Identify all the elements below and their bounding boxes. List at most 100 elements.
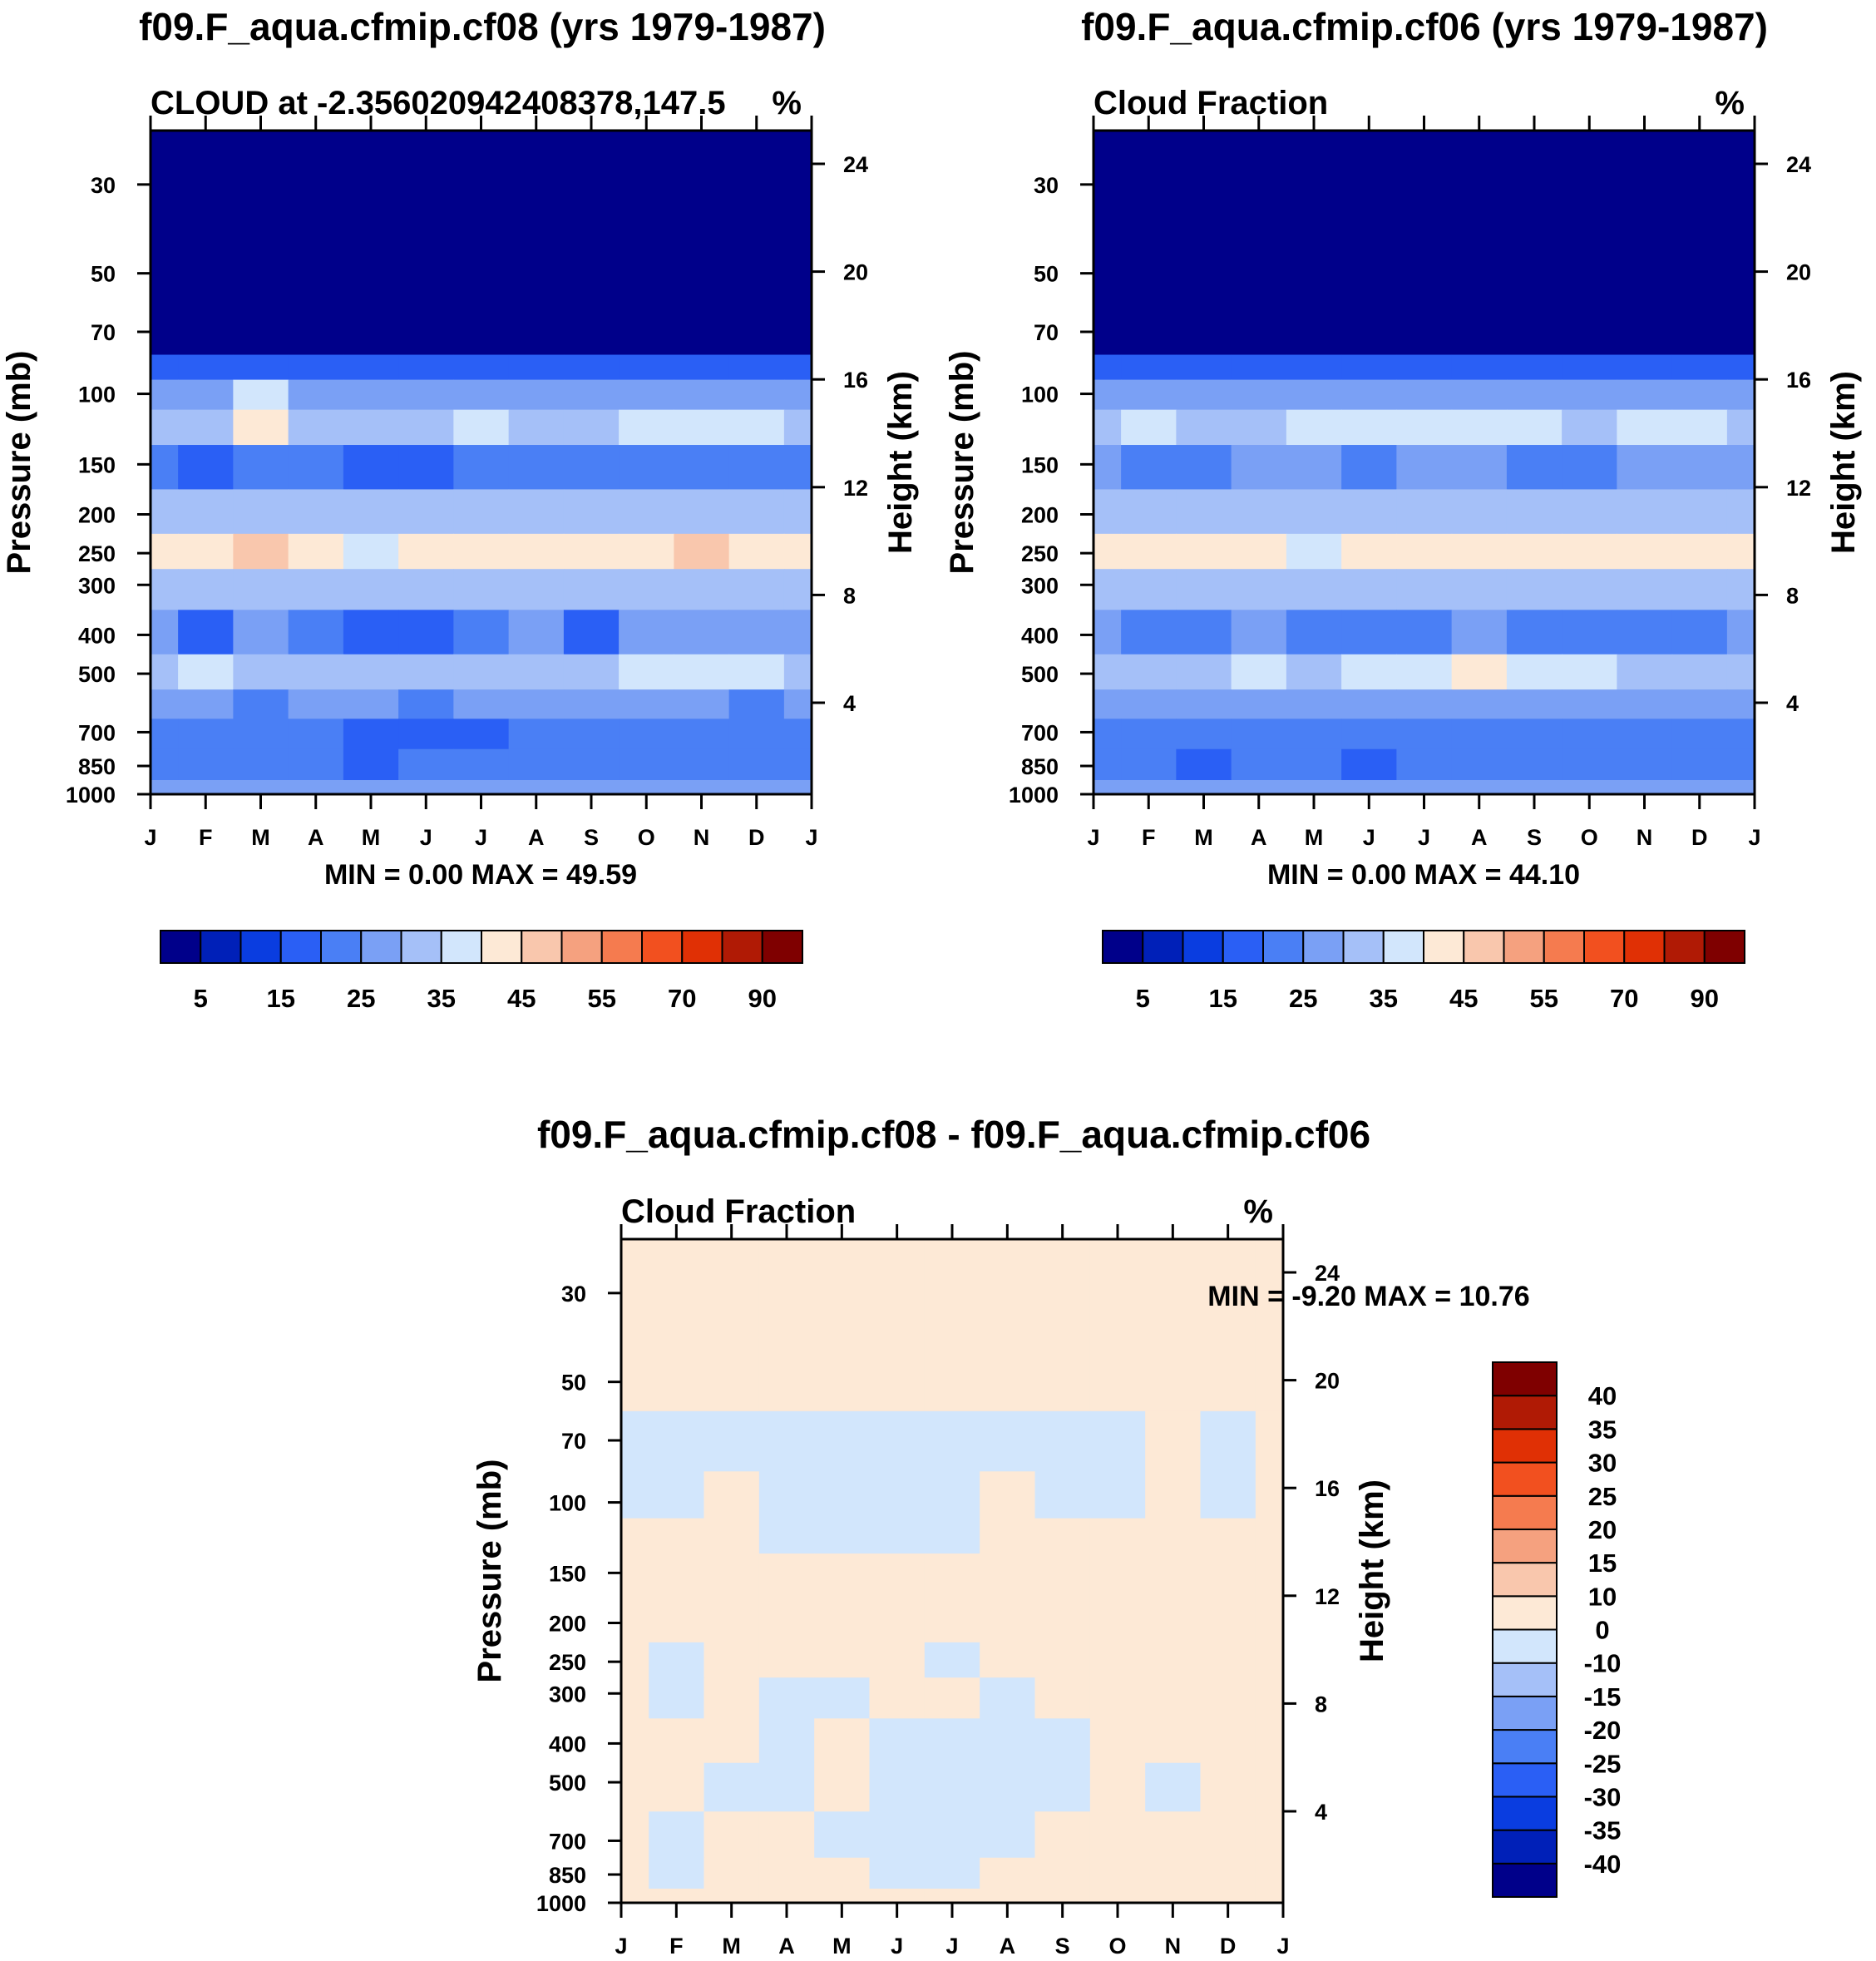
colorbar-label: 35 (1588, 1415, 1617, 1444)
contour-cell (151, 689, 179, 719)
right-tick-label: 12 (1315, 1584, 1340, 1609)
contour-cell (151, 610, 179, 654)
contour-cell (509, 569, 565, 610)
contour-cell (1727, 489, 1755, 534)
contour-cell (1617, 131, 1672, 264)
y-tick-label: 70 (561, 1429, 586, 1454)
contour-cell (289, 534, 344, 570)
contour-cell (1672, 264, 1728, 355)
contour-cell (729, 380, 785, 411)
y-tick-label: 100 (78, 383, 116, 408)
contour-cell (1121, 689, 1177, 719)
contour-cell (870, 1411, 926, 1472)
contour-cell (343, 534, 399, 570)
colorbar-label: 5 (1136, 984, 1150, 1013)
contour-cell (1145, 1553, 1201, 1598)
contour-cell (151, 131, 179, 264)
contour-cell (1617, 719, 1672, 749)
contour-cell (619, 780, 674, 795)
x-tick-label: N (694, 825, 710, 850)
contour-cell (1396, 534, 1452, 570)
contour-cell (564, 749, 620, 781)
y-tick-label: 30 (1034, 173, 1059, 198)
contour-cell (1452, 445, 1508, 490)
contour-cell (1286, 689, 1342, 719)
x-tick-label: F (669, 1934, 684, 1959)
contour-cell (1201, 1858, 1256, 1889)
contour-cell (759, 1471, 815, 1519)
contour-cell (178, 131, 234, 264)
contour-cell (1341, 410, 1397, 446)
contour-cell (564, 131, 620, 264)
contour-cell (1256, 1553, 1284, 1598)
contour-cell (1562, 569, 1617, 610)
contour-cell (1396, 610, 1452, 654)
colorbar-swatch (1493, 1763, 1557, 1796)
contour-cell (343, 610, 399, 654)
colorbar-swatch (200, 931, 240, 963)
contour-cell (1094, 264, 1122, 355)
contour-cell (1121, 534, 1177, 570)
contour-cell (1145, 1763, 1201, 1812)
contour-cell (1035, 1471, 1091, 1519)
y-axis-label: Pressure (mb) (944, 351, 980, 575)
contour-cell (1396, 445, 1452, 490)
colorbar-swatch (402, 931, 442, 963)
contour-cell (925, 1553, 980, 1598)
contour-cell (509, 410, 565, 446)
x-tick-label: J (1087, 825, 1099, 850)
contour-cell (704, 1471, 760, 1519)
contour-cell (1286, 445, 1342, 490)
contour-cell (398, 610, 454, 654)
contour-cell (1232, 489, 1287, 534)
contour-cell (1341, 534, 1397, 570)
contour-cell (1452, 610, 1508, 654)
contour-cell (1286, 569, 1342, 610)
contour-cell (649, 1677, 704, 1719)
contour-cell (1090, 1642, 1146, 1678)
contour-cell (1617, 569, 1672, 610)
contour-cell (1341, 749, 1397, 781)
contour-cell (1201, 1811, 1256, 1858)
contour-cell (1396, 131, 1452, 264)
colorbar-swatch (1493, 1596, 1557, 1629)
x-tick-label: M (362, 825, 381, 850)
contour-cell (784, 689, 812, 719)
right-tick-label: 12 (843, 476, 868, 501)
x-tick-label: M (1305, 825, 1324, 850)
contour-cell (1672, 719, 1728, 749)
contour-cell (1507, 534, 1563, 570)
contour-cell (870, 1598, 926, 1642)
right-tick-label: 20 (1315, 1369, 1340, 1394)
contour-cell (704, 1718, 760, 1763)
contour-cell (1232, 719, 1287, 749)
y-tick-label: 850 (1021, 754, 1059, 779)
colorbar-swatch (160, 931, 200, 963)
colorbar-label: -10 (1584, 1649, 1622, 1678)
contour-cell (1256, 1519, 1284, 1554)
colorbar-label: 45 (507, 984, 536, 1013)
contour-cell (1145, 1718, 1201, 1763)
colorbar-label: -15 (1584, 1682, 1622, 1712)
contour-cell (1507, 719, 1563, 749)
contour-cell (925, 1239, 980, 1338)
contour-cell (674, 780, 729, 795)
contour-cell (649, 1553, 704, 1598)
x-tick-label: J (805, 825, 817, 850)
contour-cell (619, 719, 674, 749)
contour-cell (1727, 569, 1755, 610)
contour-cell (1121, 610, 1177, 654)
contour-cell (674, 355, 729, 381)
y-tick-label: 250 (78, 541, 116, 566)
x-tick-label: O (1581, 825, 1598, 850)
contour-cell (729, 445, 785, 490)
contour-cell (178, 534, 234, 570)
contour-cell (343, 131, 399, 264)
contour-cell (814, 1519, 870, 1554)
contour-cell (453, 131, 509, 264)
contour-cell (870, 1553, 926, 1598)
contour-cell (1232, 654, 1287, 690)
y-axis-label: Pressure (mb) (1, 351, 37, 575)
contour-cell (1562, 131, 1617, 264)
colorbar-label: -40 (1584, 1850, 1622, 1879)
